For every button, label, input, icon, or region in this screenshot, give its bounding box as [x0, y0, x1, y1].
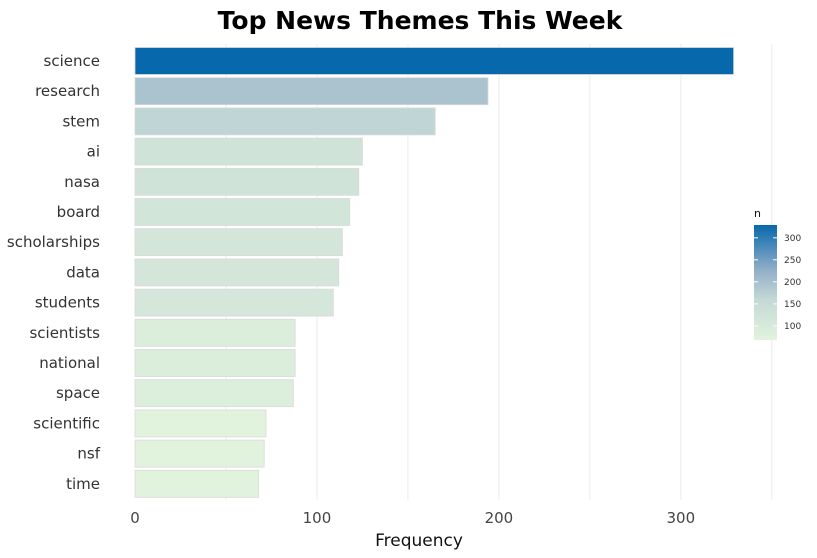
category-label-board: board [57, 203, 100, 221]
bar-students [134, 288, 334, 317]
category-label-scientists: scientists [29, 324, 100, 342]
category-labels: science research stem ai nasa board scholarshi… [7, 52, 101, 493]
legend-colorbar [754, 225, 777, 340]
legend-tick-label-100: 100 [784, 322, 801, 332]
legend-title: n [754, 207, 761, 220]
bar-space [134, 379, 294, 408]
category-label-space: space [56, 384, 100, 402]
x-tick-label-100: 100 [303, 509, 332, 527]
bar-data [134, 258, 340, 287]
bar-research [134, 77, 489, 106]
category-label-research: research [35, 82, 100, 100]
category-label-science: science [44, 52, 100, 70]
x-axis-title: Frequency [375, 531, 463, 551]
category-label-national: national [39, 354, 100, 372]
bar-time [134, 469, 260, 498]
bar-national [134, 349, 296, 377]
bar-board [134, 198, 351, 226]
legend-ticks: 300 250 200 150 100 [754, 234, 801, 332]
bar-scientists [134, 318, 296, 347]
category-label-ai: ai [87, 143, 100, 161]
legend-tick-label-250: 250 [784, 256, 801, 266]
bar-scientific [134, 409, 267, 438]
bar-nsf [134, 439, 265, 468]
bar-ai [134, 137, 363, 166]
bar-scholarships [134, 228, 343, 257]
x-tick-label-300: 300 [667, 509, 696, 527]
category-label-scholarships: scholarships [7, 233, 100, 251]
x-tick-label-200: 200 [485, 509, 514, 527]
legend-tick-label-150: 150 [784, 300, 801, 310]
category-label-stem: stem [62, 112, 100, 130]
x-tick-labels: 0 100 200 300 [130, 509, 695, 527]
category-label-nsf: nsf [77, 445, 100, 463]
bar-science [134, 47, 734, 75]
category-label-scientific: scientific [33, 414, 100, 432]
legend-tick-label-300: 300 [784, 234, 801, 244]
category-label-students: students [35, 294, 100, 312]
bars [134, 47, 734, 498]
chart-title: Top News Themes This Week [218, 6, 624, 35]
category-label-nasa: nasa [64, 173, 100, 191]
bar-stem [134, 107, 436, 136]
category-label-data: data [66, 263, 100, 281]
x-tick-label-0: 0 [130, 509, 140, 527]
legend: n 300 250 200 150 100 [754, 207, 801, 340]
category-label-time: time [66, 475, 100, 493]
legend-tick-label-200: 200 [784, 278, 801, 288]
bar-nasa [134, 167, 360, 196]
